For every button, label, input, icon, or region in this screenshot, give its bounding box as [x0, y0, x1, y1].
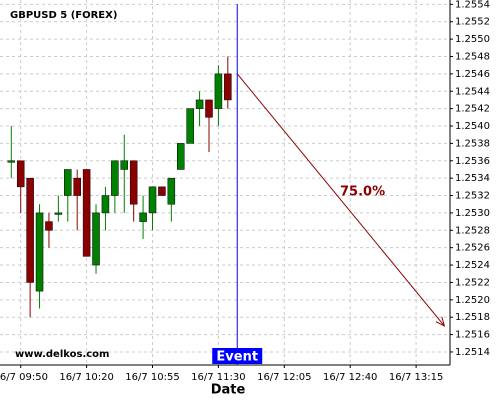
- y-tick-label: 1.2520: [455, 295, 490, 306]
- candle-body: [120, 160, 129, 170]
- candle-body: [205, 99, 213, 118]
- y-tick-label: 1.2538: [455, 138, 490, 149]
- candle-body: [139, 212, 147, 222]
- candle-body: [224, 73, 232, 101]
- y-tick-label: 1.2532: [455, 191, 490, 202]
- candle-body: [195, 99, 204, 109]
- event-label: Event: [216, 350, 258, 365]
- y-tick-label: 1.2536: [455, 156, 490, 167]
- candle-body: [129, 160, 138, 205]
- y-tick-label: 1.2534: [455, 173, 490, 184]
- candle-body: [16, 160, 25, 188]
- chart-title: GBPUSD 5 (FOREX): [10, 10, 117, 21]
- y-tick-label: 1.2542: [455, 104, 490, 115]
- candle-body: [158, 186, 166, 196]
- x-tick-label: 16/7 11:30: [191, 372, 245, 383]
- y-tick-label: 1.2546: [455, 69, 490, 80]
- candle-body: [35, 212, 44, 292]
- y-tick-label: 1.2540: [455, 121, 490, 132]
- candle-body: [64, 169, 72, 196]
- x-tick-label: 16/7 12:05: [257, 372, 311, 383]
- y-tick-label: 1.2528: [455, 225, 490, 236]
- candle-body: [26, 177, 34, 283]
- x-tick-label: 16/7 10:20: [59, 372, 113, 383]
- y-tick-label: 1.2552: [455, 17, 490, 28]
- y-tick-label: 1.2516: [455, 330, 490, 341]
- candle-body: [92, 212, 100, 266]
- candle-body: [111, 160, 119, 196]
- candle-body: [73, 177, 81, 196]
- candle-body: [167, 177, 176, 205]
- y-tick-label: 1.2526: [455, 243, 490, 254]
- candle-body: [214, 73, 223, 109]
- x-tick-label: 16/7 13:15: [389, 372, 443, 383]
- candle-body: [82, 169, 91, 257]
- y-tick-label: 1.2548: [455, 51, 490, 62]
- candle-body: [101, 195, 110, 214]
- y-tick-label: 1.2514: [455, 347, 490, 358]
- candle-body: [54, 212, 63, 215]
- candle-body: [186, 108, 194, 144]
- watermark: www.delkos.com: [15, 349, 109, 360]
- y-tick-label: 1.2544: [455, 86, 490, 97]
- x-axis-title: Date: [211, 383, 246, 398]
- y-tick-label: 1.2524: [455, 260, 490, 271]
- y-tick-label: 1.2554: [455, 0, 490, 10]
- x-tick-label: 16/7 09:50: [0, 372, 48, 383]
- y-tick-label: 1.2522: [455, 277, 490, 288]
- projection-label: 75.0%: [340, 185, 385, 200]
- y-tick-label: 1.2530: [455, 208, 490, 219]
- x-tick-label: 16/7 10:55: [125, 372, 179, 383]
- candle-body: [148, 186, 157, 214]
- projection-arrow: [236, 73, 444, 326]
- candle-body: [7, 160, 16, 163]
- candle-body: [177, 143, 185, 170]
- candle-body: [45, 221, 53, 231]
- y-tick-label: 1.2550: [455, 34, 490, 45]
- event-box: [212, 348, 263, 364]
- y-tick-label: 1.2518: [455, 312, 490, 323]
- x-tick-label: 16/7 12:40: [323, 372, 377, 383]
